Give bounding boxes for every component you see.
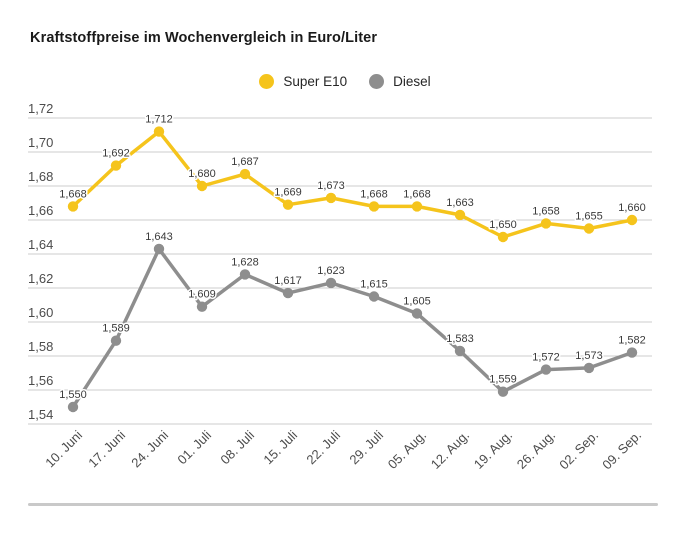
data-point [454,345,466,357]
point-label: 1,668 [59,188,87,200]
data-point [153,126,165,137]
point-label: 1,617 [274,275,302,287]
legend-dot-diesel-icon [369,74,385,89]
legend-dot-super-e10-icon [259,74,275,89]
point-label: 1,668 [403,188,431,200]
series-line-diesel [71,247,634,409]
data-point [540,218,552,229]
legend-label-diesel: Diesel [393,74,431,89]
point-label: 1,559 [489,374,517,386]
point-label: 1,660 [618,202,646,214]
point-label: 1,615 [360,279,388,291]
y-tick-label: 1,64 [28,237,53,252]
y-tick-label: 1,72 [28,101,53,116]
point-label: 1,673 [317,180,345,192]
data-point [110,335,122,346]
line-chart: 1,54 1,56 1,58 1,60 1,62 1,64 1,66 1,68 1,70 1,72… [28,101,652,473]
x-tick-label: 26. Aug. [514,428,558,472]
y-tick-label: 1,54 [28,407,53,422]
data-point [368,291,380,302]
data-point [497,386,509,397]
point-label: 1,609 [188,289,216,301]
x-tick-label: 22. Juli [303,427,343,467]
point-label: 1,582 [618,335,646,347]
point-label: 1,605 [403,296,431,308]
y-tick-label: 1,62 [28,271,53,286]
x-tick-label: 24. Juni [128,427,171,470]
point-label: 1,669 [274,187,302,199]
data-point [325,192,337,204]
point-label: 1,680 [188,168,216,180]
data-point [411,308,423,319]
data-point [239,168,251,180]
data-point [196,301,208,312]
y-tick-label: 1,58 [28,339,53,354]
data-point [67,201,79,212]
y-tick-label: 1,60 [28,305,53,320]
point-label: 1,583 [446,333,474,345]
y-tick-label: 1,66 [28,203,53,218]
x-tick-label: 17. Juni [85,427,128,470]
x-tick-label: 01. Juli [174,427,214,467]
point-label: 1,687 [231,156,259,168]
x-tick-label: 05. Aug. [385,428,429,472]
data-point [540,364,552,375]
point-label: 1,572 [532,352,560,364]
data-point [282,287,294,299]
legend: Super E10 Diesel [0,74,690,89]
x-tick-label: 15. Juli [260,427,300,467]
data-point [411,201,423,212]
point-label: 1,650 [489,219,517,231]
legend-label-super-e10: Super E10 [283,74,348,89]
data-point [196,180,208,192]
legend-item-diesel: Diesel [369,74,431,89]
point-label: 1,658 [532,205,560,217]
x-tick-label: 02. Sep. [556,428,601,473]
legend-item-super-e10: Super E10 [259,74,347,89]
data-point [497,231,509,243]
data-point [110,160,122,171]
point-label: 1,692 [102,148,130,160]
point-label: 1,668 [360,188,388,200]
x-tick-label: 29. Juli [346,427,386,467]
y-tick-label: 1,70 [28,135,53,150]
point-label: 1,628 [231,256,259,268]
data-point [153,243,165,255]
point-label: 1,643 [145,231,173,243]
point-label: 1,663 [446,197,474,209]
data-point [583,223,595,234]
point-label: 1,589 [102,323,130,335]
data-point [626,214,638,226]
point-label: 1,655 [575,211,603,223]
data-point [67,401,79,413]
data-point [368,201,380,212]
y-tick-label: 1,68 [28,169,53,184]
chart-title: Kraftstoffpreise im Wochenvergleich in E… [30,30,378,46]
x-tick-label: 08. Juli [217,427,257,467]
data-point [454,209,466,221]
x-tick-label: 09. Sep. [599,428,644,473]
x-tick-label: 19. Aug. [471,428,515,472]
data-point [626,347,638,358]
point-label: 1,623 [317,265,345,277]
point-label: 1,712 [145,114,173,126]
data-point [239,269,251,280]
x-tick-label: 10. Juni [42,427,85,470]
y-tick-label: 1,56 [28,373,53,388]
bottom-divider [28,503,658,506]
point-label: 1,550 [59,389,87,401]
data-point [583,362,595,374]
data-point [282,199,294,210]
x-tick-label: 12. Aug. [428,428,472,472]
series-line-super-e10 [71,129,634,239]
data-point [325,277,337,289]
point-label: 1,573 [575,350,603,362]
